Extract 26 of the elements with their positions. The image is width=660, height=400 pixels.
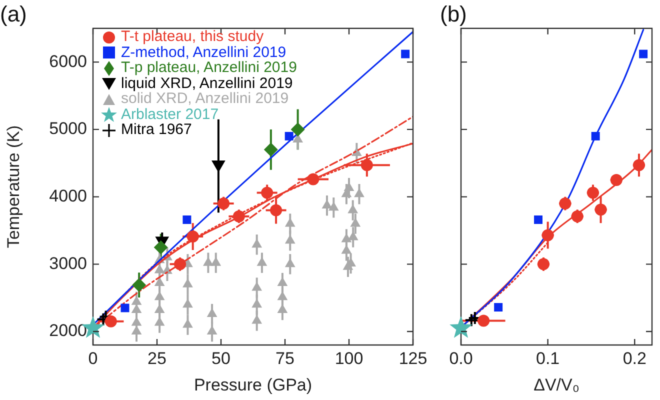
legend-label: Z-method, Anzellini 2019 [121,44,286,61]
legend-label: Mitra 1967 [121,121,192,138]
legend-label: T-t plateau, this study [121,28,264,46]
x-tick-label: 100 [334,348,364,368]
y-tick-label: 2000 [49,321,87,340]
y-tick-label: 5000 [49,119,87,138]
x-tick-label: 125 [398,348,428,368]
x-tick-label: 0.1 [536,348,560,368]
chart-title: (b) [440,1,467,26]
x-tick-label: 25 [148,348,166,368]
legend-label: liquid XRD, Anzellini 2019 [121,74,293,92]
y-axis-title: Temperature (K) [4,125,23,248]
legend-label: solid XRD, Anzellini 2019 [121,90,289,108]
x-axis-title: Pressure (GPa) [194,375,312,394]
legend-label: Arblaster 2017 [121,106,219,123]
y-tick-label: 3000 [49,254,87,273]
x-tick-label: 0.2 [622,348,646,368]
x-axis-title: ΔV/V₀ [534,375,580,394]
x-tick-label: 75 [276,348,294,368]
chart-title: (a) [0,1,27,26]
y-tick-label: 6000 [49,52,87,71]
legend-label: T-p plateau, Anzellini 2019 [121,59,297,76]
x-tick-label: 0 [88,348,98,368]
x-tick-label: 0.0 [449,348,473,368]
x-tick-label: 50 [212,348,230,368]
y-tick-label: 4000 [49,186,87,206]
